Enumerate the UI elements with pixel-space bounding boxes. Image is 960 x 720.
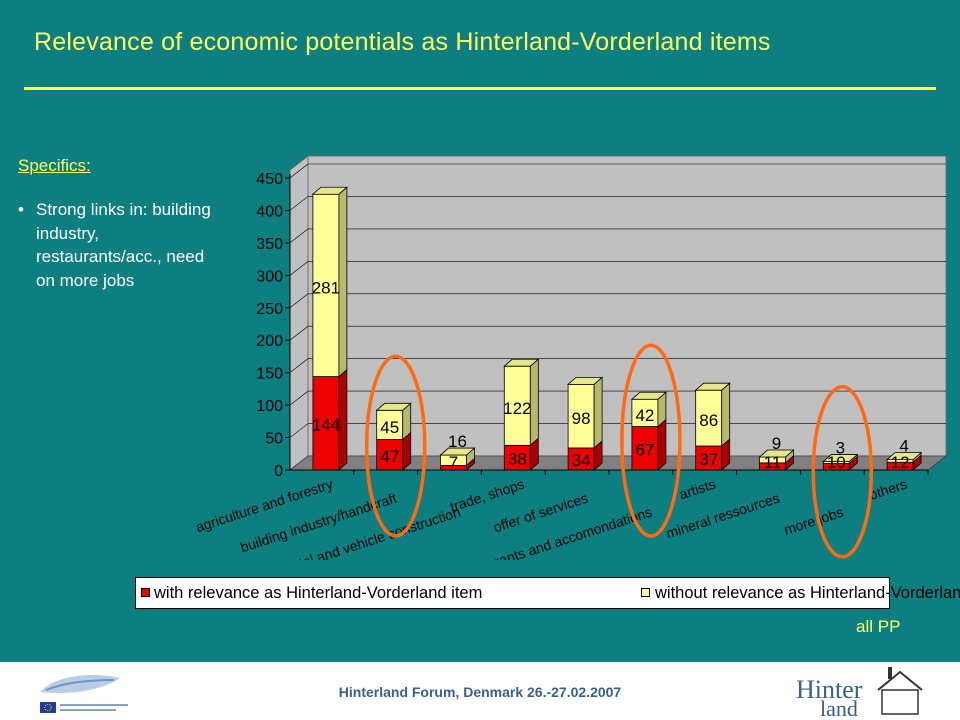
y-tick-label: 50 — [265, 431, 283, 448]
data-label-with: 144 — [312, 415, 340, 434]
x-tick-label-others: others — [867, 476, 909, 503]
bar-segment-without — [376, 409, 404, 440]
bullet-dot-icon: • — [18, 200, 24, 219]
title-underline — [24, 87, 936, 90]
bar-artists: 37 86 — [694, 382, 731, 471]
bar-trade-shops: 38 122 — [503, 358, 540, 471]
bar-offer-of-services: 34 98 — [567, 376, 604, 471]
legend-swatch-with-relevance — [141, 588, 150, 597]
bar-top — [567, 376, 604, 385]
x-tick-label-more-jobs: more jobs — [782, 504, 845, 538]
legend-swatch-without-relevance — [641, 588, 650, 597]
footer-bar — [0, 662, 960, 720]
bar-side — [338, 368, 348, 471]
gridline-side — [289, 390, 309, 406]
bar-top — [439, 447, 476, 456]
hinterland-logo: Hinter land — [796, 667, 923, 718]
bar-top — [694, 382, 731, 391]
bar-mineral-ressources: 119 — [758, 434, 795, 472]
bar-metal-and-vehicle-construction: 716 — [439, 432, 476, 472]
bar-top — [886, 452, 923, 461]
bar-side — [657, 418, 667, 471]
bar-top — [822, 454, 859, 462]
data-label-with: 67 — [635, 440, 654, 459]
bar-top — [375, 402, 412, 411]
bar-segment-without — [695, 389, 723, 447]
bar-segment-without — [312, 193, 340, 377]
highlight-circle-restaurants-and-accomondations — [620, 343, 682, 538]
highlight-circle-building-industry-handcraft — [364, 354, 427, 538]
bar-segment-with — [695, 445, 723, 471]
highlight-circle-more-jobs — [811, 385, 874, 559]
data-label-without: 9 — [772, 434, 781, 453]
bar-side — [338, 186, 348, 378]
gridline-side — [289, 196, 309, 211]
bar-side — [721, 382, 731, 447]
gridline-side — [289, 325, 309, 341]
gridline-side — [289, 293, 309, 309]
x-tick-label-trade-shops: trade, shops — [448, 476, 526, 515]
svg-text:Hinter: Hinter — [796, 675, 863, 704]
data-label-without: 4 — [899, 437, 908, 456]
bar-side — [529, 358, 539, 447]
bullet-text: Strong links in: building industry, rest… — [36, 200, 211, 290]
bar-segment-without — [631, 398, 659, 427]
y-tick-label: 0 — [274, 463, 283, 480]
bar-more-jobs: 103 — [822, 439, 859, 472]
y-tick-label: 450 — [256, 171, 283, 188]
data-label-with: 34 — [572, 451, 591, 470]
gridline-side — [289, 358, 309, 373]
data-label-with: 37 — [699, 450, 718, 469]
x-tick-label-artists: artists — [677, 476, 717, 503]
svg-text:land: land — [820, 696, 858, 718]
bar-building-industry-handcraft: 47 45 — [375, 402, 412, 471]
y-tick-label: 100 — [256, 398, 283, 415]
bar-restaurants-and-accomondations: 67 42 — [630, 391, 667, 471]
bar-top — [630, 391, 667, 400]
y-tick-label: 300 — [256, 268, 283, 285]
y-tick-label: 250 — [256, 301, 283, 318]
bar-top — [311, 186, 348, 195]
all-pp-note: all PP — [856, 617, 901, 636]
bar-others: 124 — [886, 437, 923, 472]
bar-side — [593, 376, 603, 449]
bar-top — [758, 449, 795, 458]
gridline-side — [289, 228, 309, 244]
legend-label-without-relevance: without relevance as Hinterland-Vorderla… — [655, 584, 960, 602]
y-tick-label: 350 — [256, 236, 283, 253]
data-label-without: 16 — [448, 432, 467, 451]
data-label-without: 86 — [699, 411, 718, 430]
data-label-with: 38 — [508, 450, 527, 469]
data-label-without: 122 — [503, 399, 531, 418]
data-label-with: 10 — [827, 453, 846, 472]
data-label-without: 42 — [635, 406, 654, 425]
gridline-side — [289, 163, 309, 179]
specifics-heading: Specifics: — [18, 156, 91, 175]
data-label-without: 98 — [572, 409, 591, 428]
data-label-with: 7 — [449, 453, 458, 472]
bar-segment-without — [503, 365, 531, 446]
footer-text: Hinterland Forum, Denmark 26.-27.02.2007 — [338, 684, 622, 700]
bar-chart: 050100150200250300350400450144281agricul… — [194, 155, 948, 560]
data-label-without: 3 — [836, 439, 845, 458]
legend-label-with-relevance: with relevance as Hinterland-Vorderland … — [154, 584, 483, 602]
y-tick-label: 400 — [256, 203, 283, 220]
data-label-with: 12 — [891, 453, 910, 472]
plot-back-wall — [307, 155, 947, 457]
data-label-with: 47 — [380, 447, 399, 466]
bar-top — [503, 358, 540, 367]
y-tick-label: 200 — [256, 333, 283, 350]
y-tick-label: 150 — [256, 366, 283, 383]
bar-agriculture-and-forestry: 144 281 — [311, 186, 348, 471]
gridline-side — [289, 423, 309, 438]
gridline-side — [289, 261, 309, 276]
data-label-with: 11 — [764, 453, 782, 472]
data-label-without: 281 — [312, 278, 340, 297]
interreg-logo — [40, 674, 128, 713]
data-label-without: 45 — [380, 418, 399, 437]
slide-title: Relevance of economic potentials as Hint… — [34, 28, 771, 56]
bar-segment-without — [567, 383, 595, 449]
chart-legend: with relevance as Hinterland-Vorderland … — [135, 577, 960, 609]
